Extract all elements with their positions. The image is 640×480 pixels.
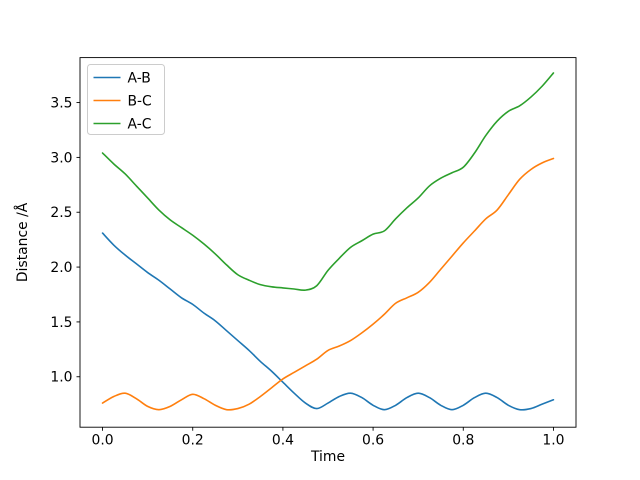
series-line-a-c xyxy=(101,72,555,292)
y-tick-label: 3.0 xyxy=(50,150,72,166)
x-tick-label: 0.4 xyxy=(272,433,294,449)
legend-label: A-B xyxy=(128,70,151,86)
y-axis-label: Distance /Å xyxy=(14,202,31,282)
legend-label: B-C xyxy=(128,93,152,109)
legend: A-B B-C A-C xyxy=(87,64,165,135)
y-tick-label: 3.5 xyxy=(50,95,72,111)
series-line-b-c xyxy=(101,157,555,411)
y-tick-label: 2.0 xyxy=(50,260,72,276)
x-tick-label: 0.2 xyxy=(182,433,204,449)
legend-box xyxy=(87,64,165,135)
x-tick-label: 1.0 xyxy=(542,433,564,449)
y-tick-label: 1.0 xyxy=(50,370,72,386)
x-tick-label: 0.8 xyxy=(452,433,474,449)
x-tick-label: 0.6 xyxy=(362,433,384,449)
legend-label: A-C xyxy=(128,116,152,132)
x-axis-label: Time xyxy=(310,449,345,465)
y-tick-label: 1.5 xyxy=(50,315,72,331)
x-tick-label: 0.0 xyxy=(91,433,113,449)
series-line-a-b xyxy=(101,232,555,411)
y-tick-label: 2.5 xyxy=(50,205,72,221)
